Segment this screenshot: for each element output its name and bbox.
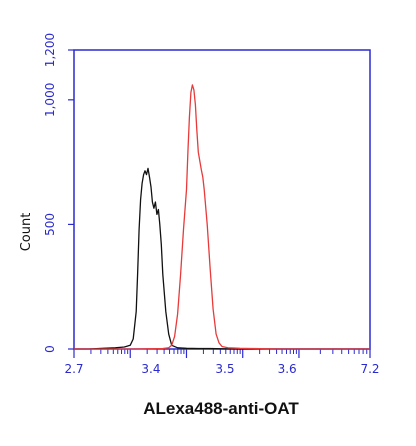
y-tick-label: 1,000 xyxy=(43,83,57,117)
y-tick-label: 0 xyxy=(43,345,57,353)
series-line-0 xyxy=(74,167,370,350)
y-tick-label: 1,200 xyxy=(43,33,57,67)
y-tick-label: 500 xyxy=(43,213,57,236)
x-axis-label: ALexa488-anti-OAT xyxy=(143,399,299,418)
x-tick-label: 3.6 xyxy=(278,362,297,376)
series-group xyxy=(74,84,370,350)
plot-frame xyxy=(73,49,371,350)
series-line-1 xyxy=(74,84,370,350)
y-axis-label: Count xyxy=(19,213,34,252)
x-axis: 2.7 3.4 3.5 3.6 7.2 xyxy=(64,349,380,376)
y-axis: 0 500 1,000 1,200 xyxy=(43,33,74,353)
x-tick-label: 3.4 xyxy=(141,362,160,376)
x-tick-label: 7.2 xyxy=(360,362,379,376)
x-tick-label: 2.7 xyxy=(64,362,83,376)
x-tick-label: 3.5 xyxy=(215,362,234,376)
